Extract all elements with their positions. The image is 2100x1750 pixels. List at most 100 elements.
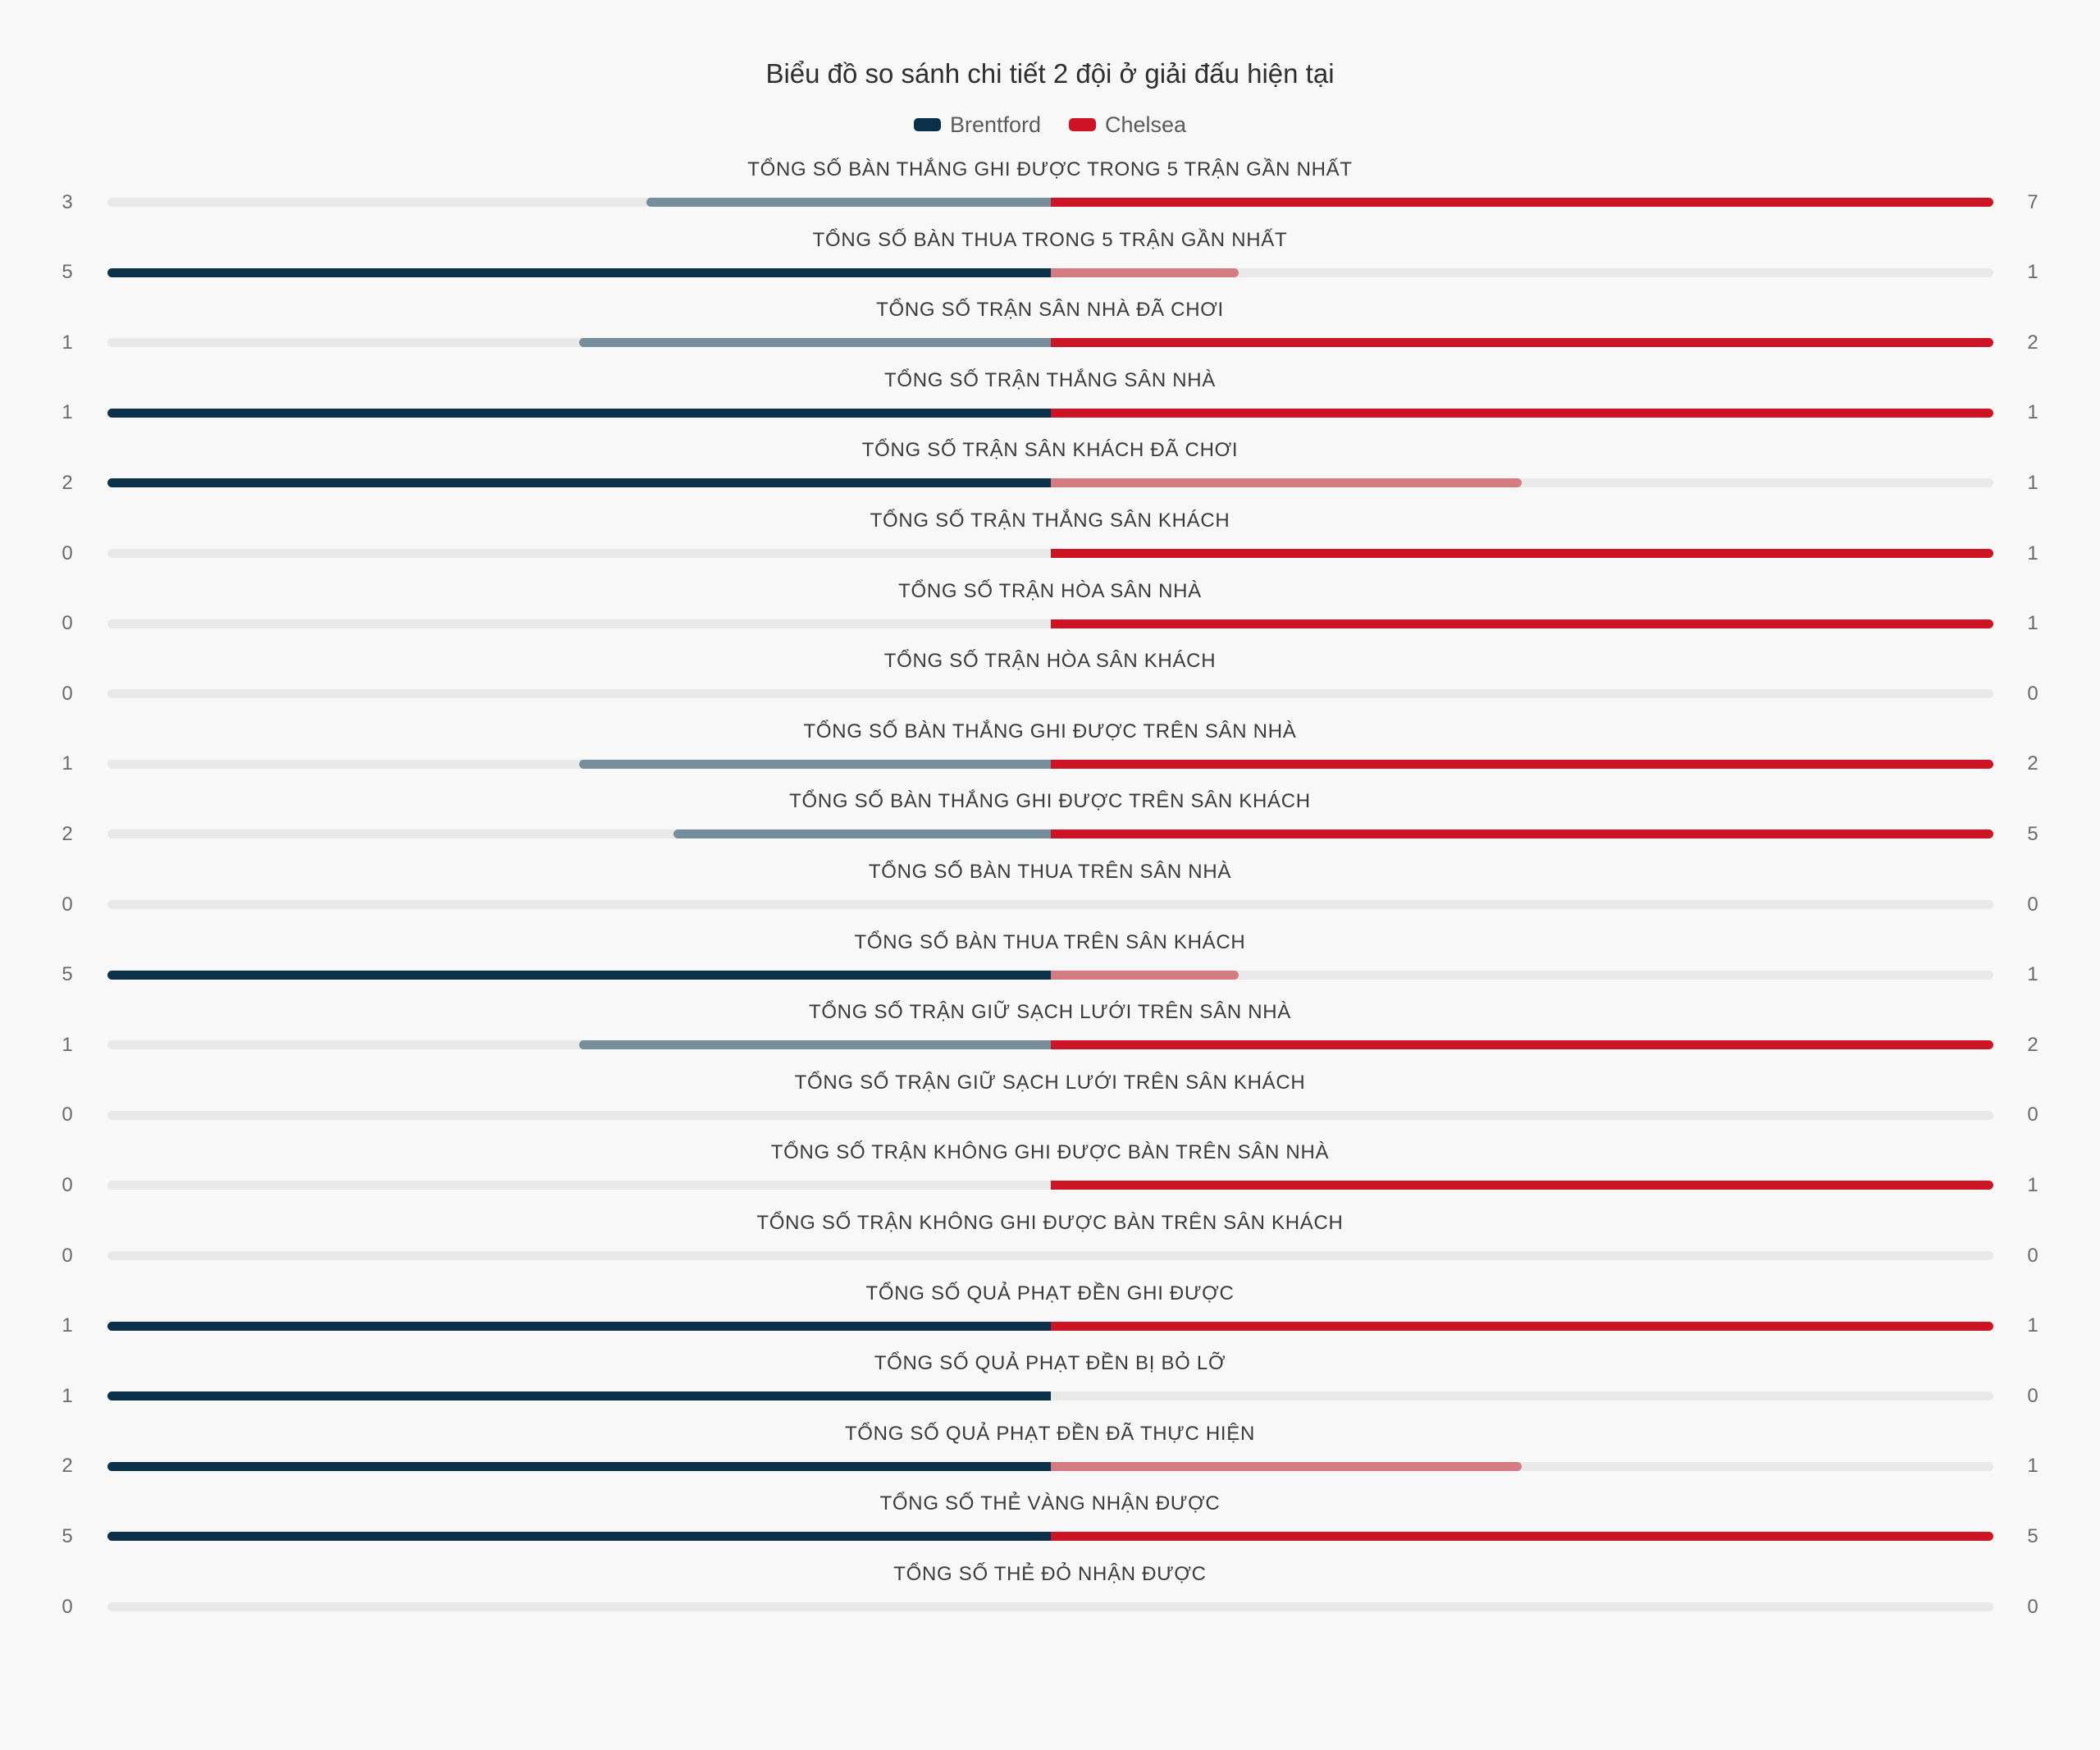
chelsea-value: 1 bbox=[2027, 1314, 2038, 1337]
chelsea-value: 5 bbox=[2027, 1524, 2038, 1547]
chelsea-value: 0 bbox=[2027, 1595, 2038, 1618]
stat-track bbox=[107, 1532, 1993, 1542]
chelsea-bar bbox=[1050, 1181, 1993, 1190]
brentford-value: 1 bbox=[62, 401, 73, 424]
chart-legend: Brentford Chelsea bbox=[0, 110, 2100, 139]
chelsea-bar bbox=[1050, 198, 1993, 207]
brentford-bar bbox=[107, 1321, 1051, 1331]
stat-track bbox=[107, 338, 1993, 348]
stat-track bbox=[107, 689, 1993, 699]
brentford-value: 5 bbox=[62, 1524, 73, 1547]
stat-row: TỔNG SỐ TRẬN SÂN KHÁCH ĐÃ CHƠI 2 1 bbox=[0, 438, 2100, 509]
chelsea-bar bbox=[1050, 970, 1239, 980]
stat-track bbox=[107, 619, 1993, 628]
chelsea-value: 2 bbox=[2027, 752, 2038, 775]
brentford-bar bbox=[578, 338, 1051, 348]
stat-label: TỔNG SỐ BÀN THẮNG GHI ĐƯỢC TRONG 5 TRẬN … bbox=[747, 158, 1353, 180]
legend-item-chelsea[interactable]: Chelsea bbox=[1069, 110, 1186, 139]
stat-track bbox=[107, 267, 1993, 277]
stat-label: TỔNG SỐ TRẬN THẮNG SÂN NHÀ bbox=[883, 368, 1217, 391]
brentford-bar bbox=[107, 267, 1051, 277]
brentford-value: 3 bbox=[62, 190, 73, 213]
stat-track bbox=[107, 759, 1993, 769]
chelsea-value: 1 bbox=[2027, 612, 2038, 635]
chelsea-value: 0 bbox=[2027, 1244, 2038, 1267]
chelsea-value: 2 bbox=[2027, 1033, 2038, 1056]
legend-label-chelsea: Chelsea bbox=[1105, 112, 1187, 137]
brentford-bar bbox=[107, 1461, 1051, 1471]
brentford-value: 2 bbox=[62, 471, 73, 494]
stat-row: TỔNG SỐ TRẬN THẮNG SÂN NHÀ 1 1 bbox=[0, 368, 2100, 439]
stat-track bbox=[107, 970, 1993, 980]
stat-track bbox=[107, 549, 1993, 558]
brentford-bar bbox=[578, 759, 1051, 769]
stat-label: TỔNG SỐ TRẬN GIỮ SẠCH LƯỚI TRÊN SÂN NHÀ bbox=[808, 1001, 1292, 1024]
chelsea-bar bbox=[1050, 1461, 1522, 1471]
stat-track bbox=[107, 1602, 1993, 1611]
stat-label: TỔNG SỐ TRẬN HÒA SÂN KHÁCH bbox=[883, 650, 1217, 673]
stat-row: TỔNG SỐ TRẬN GIỮ SẠCH LƯỚI TRÊN SÂN NHÀ 1… bbox=[0, 1000, 2100, 1071]
brentford-value: 2 bbox=[62, 822, 73, 845]
stat-label: TỔNG SỐ TRẬN SÂN NHÀ ĐÃ CHƠI bbox=[876, 299, 1224, 322]
brentford-value: 0 bbox=[62, 1595, 73, 1618]
stat-track bbox=[107, 829, 1993, 839]
chelsea-bar bbox=[1050, 549, 1993, 558]
stat-row: TỔNG SỐ TRẬN HÒA SÂN NHÀ 0 1 bbox=[0, 579, 2100, 650]
stat-label: TỔNG SỐ TRẬN KHÔNG GHI ĐƯỢC BÀN TRÊN SÂN… bbox=[756, 1212, 1344, 1234]
brentford-bar bbox=[107, 408, 1051, 418]
stat-label: TỔNG SỐ BÀN THUA TRÊN SÂN KHÁCH bbox=[854, 930, 1246, 953]
brentford-value: 2 bbox=[62, 1455, 73, 1478]
stat-track bbox=[107, 1461, 1993, 1471]
chelsea-bar bbox=[1050, 267, 1239, 277]
stat-track bbox=[107, 1110, 1993, 1120]
brentford-bar bbox=[107, 478, 1051, 488]
stat-track bbox=[107, 408, 1993, 418]
legend-label-brentford: Brentford bbox=[949, 112, 1041, 137]
legend-item-brentford[interactable]: Brentford bbox=[913, 110, 1041, 139]
brentford-bar bbox=[107, 970, 1051, 980]
stat-label: TỔNG SỐ TRẬN KHÔNG GHI ĐƯỢC BÀN TRÊN SÂN… bbox=[770, 1141, 1330, 1164]
stat-label: TỔNG SỐ THẺ ĐỎ NHẬN ĐƯỢC bbox=[893, 1563, 1207, 1585]
stat-label: TỔNG SỐ BÀN THUA TRÊN SÂN NHÀ bbox=[868, 861, 1232, 883]
chelsea-value: 1 bbox=[2027, 541, 2038, 564]
stat-row: TỔNG SỐ TRẬN HÒA SÂN KHÁCH 0 0 bbox=[0, 649, 2100, 720]
stat-row: TỔNG SỐ BÀN THẮNG GHI ĐƯỢC TRÊN SÂN NHÀ 1… bbox=[0, 720, 2100, 790]
chelsea-bar bbox=[1050, 338, 1993, 348]
brentford-value: 1 bbox=[62, 331, 73, 354]
stat-label: TỔNG SỐ QUẢ PHẠT ĐỀN BỊ BỎ LỠ bbox=[874, 1352, 1226, 1375]
stat-row: TỔNG SỐ TRẬN KHÔNG GHI ĐƯỢC BÀN TRÊN SÂN… bbox=[0, 1211, 2100, 1282]
stat-track bbox=[107, 900, 1993, 909]
brentford-value: 0 bbox=[62, 893, 73, 916]
stat-label: TỔNG SỐ BÀN THẮNG GHI ĐƯỢC TRÊN SÂN NHÀ bbox=[803, 720, 1297, 742]
brentford-bar bbox=[578, 1040, 1051, 1050]
stat-row: TỔNG SỐ TRẬN KHÔNG GHI ĐƯỢC BÀN TRÊN SÂN… bbox=[0, 1140, 2100, 1211]
stat-label: TỔNG SỐ THẺ VÀNG NHẬN ĐƯỢC bbox=[879, 1492, 1221, 1515]
stat-label: TỔNG SỐ QUẢ PHẠT ĐỀN GHI ĐƯỢC bbox=[865, 1282, 1235, 1305]
stat-row: TỔNG SỐ BÀN THUA TRÊN SÂN KHÁCH 5 1 bbox=[0, 930, 2100, 1001]
chelsea-value: 0 bbox=[2027, 893, 2038, 916]
stat-row: TỔNG SỐ THẺ ĐỎ NHẬN ĐƯỢC 0 0 bbox=[0, 1562, 2100, 1633]
stat-track bbox=[107, 478, 1993, 488]
legend-swatch-chelsea bbox=[1069, 118, 1096, 131]
stat-track bbox=[107, 1251, 1993, 1260]
stat-row: TỔNG SỐ QUẢ PHẠT ĐỀN BỊ BỎ LỠ 1 0 bbox=[0, 1351, 2100, 1422]
stat-row: TỔNG SỐ BÀN THẮNG GHI ĐƯỢC TRÊN SÂN KHÁC… bbox=[0, 789, 2100, 860]
stat-track bbox=[107, 1040, 1993, 1050]
chelsea-value: 0 bbox=[2027, 1384, 2038, 1407]
stat-row: TỔNG SỐ TRẬN SÂN NHÀ ĐÃ CHƠI 1 2 bbox=[0, 298, 2100, 368]
brentford-bar bbox=[673, 829, 1051, 839]
chelsea-value: 7 bbox=[2027, 190, 2038, 213]
chelsea-value: 1 bbox=[2027, 471, 2038, 494]
chelsea-bar bbox=[1050, 478, 1522, 488]
chelsea-bar bbox=[1050, 829, 1993, 839]
chelsea-value: 5 bbox=[2027, 822, 2038, 845]
stat-row: TỔNG SỐ TRẬN THẮNG SÂN KHÁCH 0 1 bbox=[0, 509, 2100, 579]
chelsea-bar bbox=[1050, 408, 1993, 418]
brentford-value: 0 bbox=[62, 1173, 73, 1196]
legend-swatch-brentford bbox=[913, 118, 941, 131]
stat-row: TỔNG SỐ BÀN THẮNG GHI ĐƯỢC TRONG 5 TRẬN … bbox=[0, 158, 2100, 228]
brentford-value: 0 bbox=[62, 682, 73, 705]
brentford-value: 5 bbox=[62, 963, 73, 986]
chelsea-value: 0 bbox=[2027, 682, 2038, 705]
stat-row: TỔNG SỐ QUẢ PHẠT ĐỀN ĐÃ THỰC HIỆN 2 1 bbox=[0, 1422, 2100, 1492]
